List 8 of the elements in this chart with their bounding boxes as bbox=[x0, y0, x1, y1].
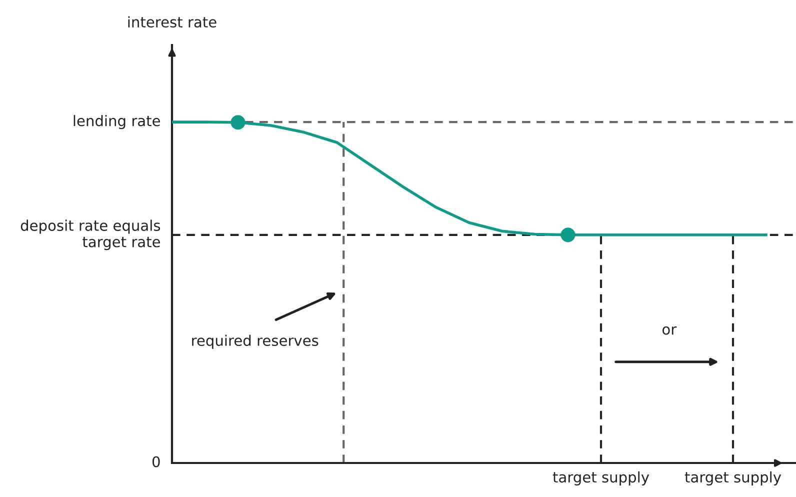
ref-line-label: deposit rate equals target rate bbox=[20, 220, 160, 250]
annotation: required reserves bbox=[192, 334, 318, 349]
text: interest rate bbox=[128, 16, 216, 28]
text: 0 bbox=[152, 456, 160, 468]
annotation: or bbox=[662, 326, 677, 335]
x-tick-label: target supply bbox=[684, 471, 782, 486]
x-tick-label: target supply bbox=[552, 471, 650, 486]
ref-line-label: lending rate bbox=[74, 114, 160, 130]
